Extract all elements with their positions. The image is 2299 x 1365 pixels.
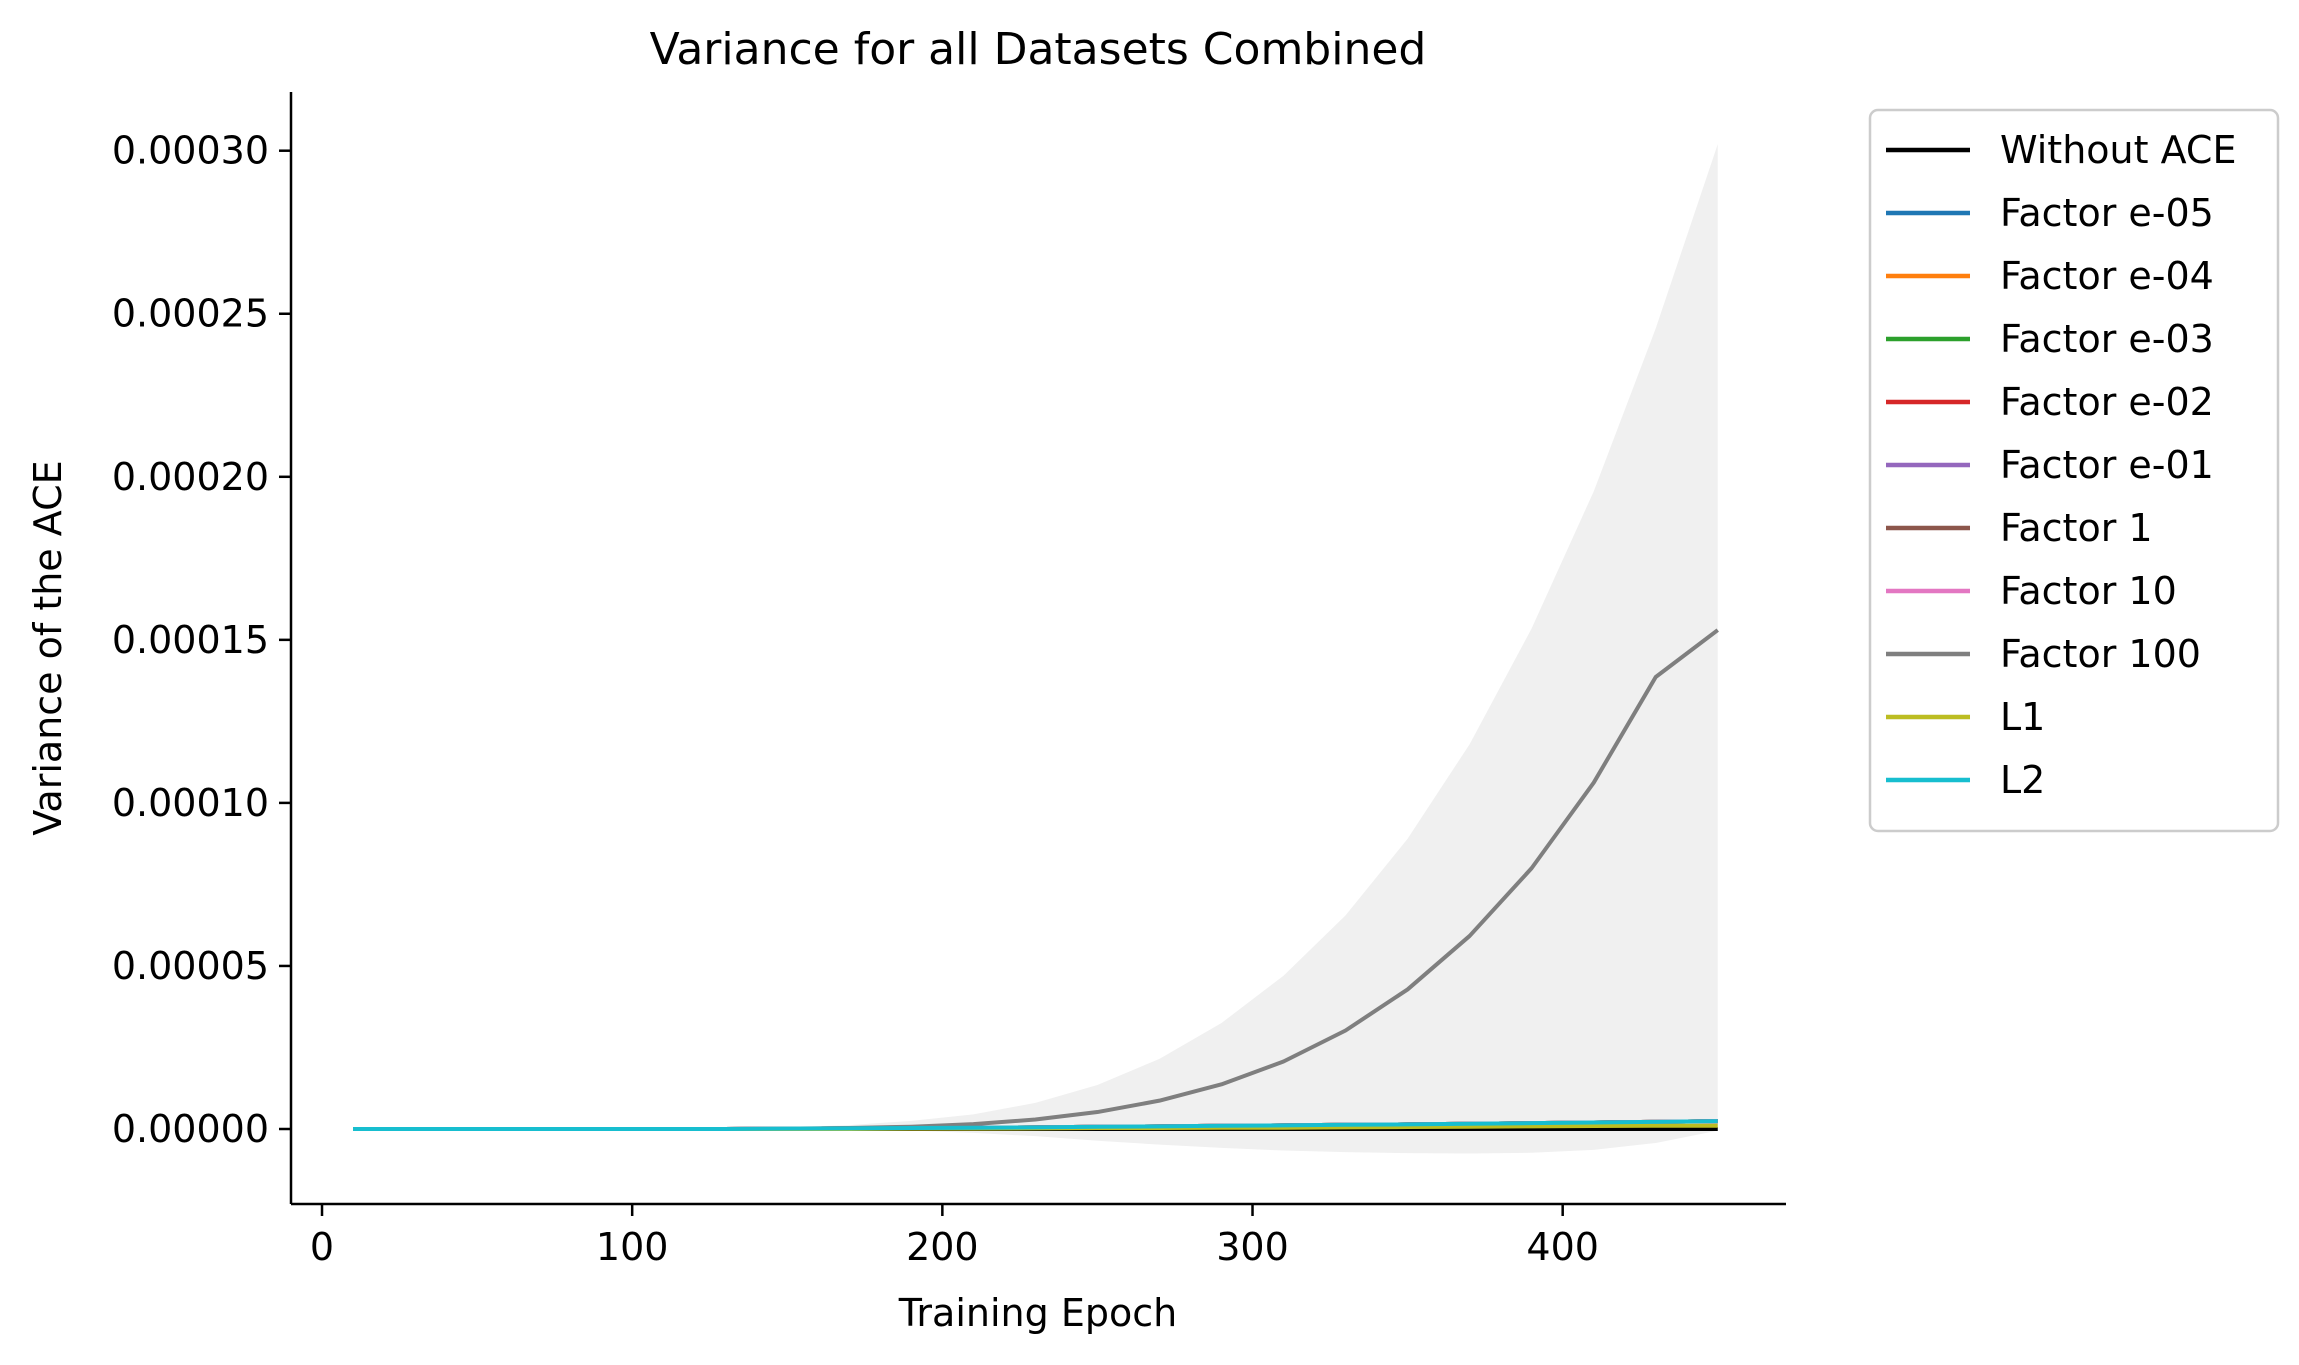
- chart-title: Variance for all Datasets Combined: [650, 24, 1427, 75]
- legend: Without ACE Factor e-05 Factor e-04 Factor …: [1868, 108, 2280, 833]
- series-layer: [353, 628, 1719, 1131]
- x-tick-label: 400: [1526, 1225, 1599, 1269]
- y-tick-label: 0.00025: [112, 292, 269, 336]
- y-tick-label: 0.00030: [112, 129, 269, 173]
- axes-layer: [289, 92, 1786, 1206]
- legend-label: Factor e-04: [2000, 254, 2214, 298]
- factor-100-variance-band: [353, 144, 1718, 1154]
- series-line-l2: [353, 1119, 1718, 1131]
- legend-label: Factor 100: [2000, 632, 2201, 676]
- legend-label: Factor e-03: [2000, 317, 2214, 361]
- legend-label: Factor e-02: [2000, 380, 2214, 424]
- y-tick-label: 0.00020: [112, 455, 269, 499]
- y-tick-label: 0.00015: [112, 618, 269, 662]
- x-tick-label: 300: [1216, 1225, 1289, 1269]
- ticks-layer: 0 100 200 300 400 0.00000 0.00005 0.00010 0.0001…: [112, 129, 1599, 1269]
- y-axis-label: Variance of the ACE: [26, 460, 70, 835]
- legend-frame: [1868, 108, 2280, 833]
- legend-label: Factor 10: [2000, 569, 2177, 613]
- x-tick-label: 100: [596, 1225, 669, 1269]
- confidence-band-layer: [353, 144, 1718, 1154]
- legend-label: Without ACE: [2000, 128, 2236, 172]
- y-tick-label: 0.00010: [112, 781, 269, 825]
- legend-label: Factor 1: [2000, 506, 2153, 550]
- y-tick-label: 0.00005: [112, 944, 269, 988]
- x-axis-label: Training Epoch: [898, 1291, 1177, 1335]
- legend-label: L2: [2000, 758, 2045, 802]
- legend-label: Factor e-01: [2000, 443, 2214, 487]
- legend-label: Factor e-05: [2000, 191, 2214, 235]
- legend-label: L1: [2000, 695, 2045, 739]
- x-tick-label: 200: [906, 1225, 979, 1269]
- x-tick-label: 0: [310, 1225, 334, 1269]
- y-tick-label: 0.00000: [112, 1107, 269, 1151]
